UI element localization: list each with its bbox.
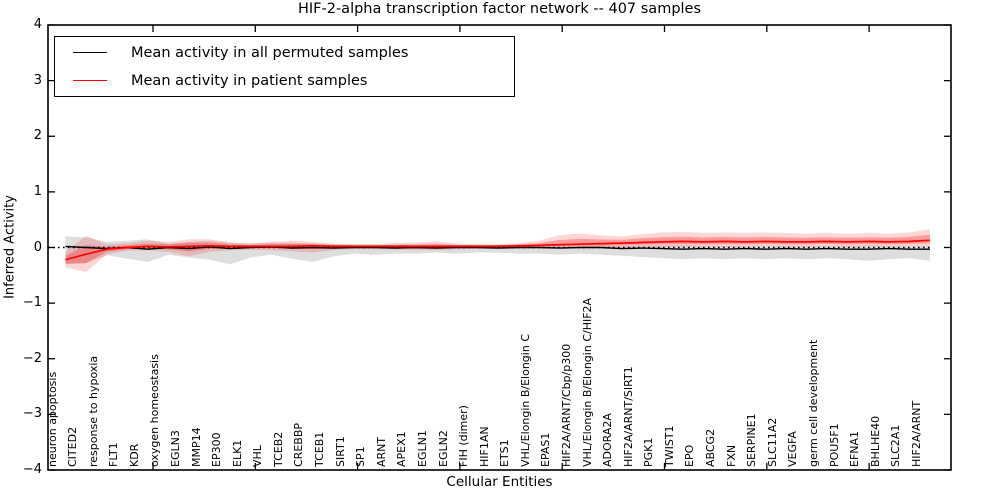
x-tick-label: MMP14	[189, 427, 203, 467]
patient-band-outer	[65, 229, 930, 272]
x-tick-label: VEGFA	[786, 431, 800, 467]
x-tick-label: POU5F1	[827, 423, 841, 467]
x-tick-label: PGK1	[642, 437, 656, 467]
x-tick-label: FIH (dimer)	[457, 405, 471, 467]
y-tick-label: 2	[33, 128, 42, 144]
x-tick-label: HIF2A/ARNT	[909, 400, 923, 467]
x-tick-label: SLC11A2	[765, 417, 779, 467]
x-tick-label: response to hypoxia	[86, 355, 100, 467]
x-tick-label: HIF2A/ARNT/Cbp/p300	[560, 343, 573, 467]
legend: Mean activity in all permuted samples Me…	[54, 36, 515, 97]
x-tick-label: SP1	[354, 446, 368, 467]
x-tick-label: EPO	[683, 444, 697, 467]
x-tick-label: VHL/Elongin B/Elongin C/HIF2A	[580, 297, 594, 467]
x-tick-label: ELK1	[230, 439, 244, 467]
x-tick-label: KDR	[127, 443, 141, 467]
x-tick-label: EPAS1	[539, 432, 553, 467]
x-tick-label: SERPINE1	[745, 413, 759, 467]
permuted-mean-line	[65, 245, 930, 250]
x-tick-label: oxygen homeostasis	[148, 354, 162, 467]
legend-item-label: Mean activity in all permuted samples	[131, 44, 409, 61]
x-tick-label: TWIST1	[662, 425, 676, 467]
x-tick-label: EGLN1	[415, 430, 429, 467]
x-tick-label: ETS1	[498, 439, 512, 467]
y-tick-label: 1	[33, 183, 42, 199]
legend-item-label: Mean activity in patient samples	[131, 72, 368, 89]
y-tick-label: −2	[22, 350, 42, 366]
x-tick-label: EP300	[210, 432, 224, 467]
x-tick-label: EFNA1	[848, 430, 862, 467]
x-tick-label: ADORA2A	[601, 413, 615, 467]
y-tick-label: 0	[33, 239, 42, 255]
x-tick-label: EGLN3	[168, 430, 182, 467]
x-tick-label: EGLN2	[436, 430, 450, 467]
legend-item-permuted: Mean activity in all permuted samples	[55, 41, 514, 65]
x-tick-label: neuron apoptosis	[45, 371, 59, 467]
x-tick-label: APEX1	[395, 431, 409, 467]
x-tick-label: HIF1AN	[477, 426, 491, 467]
x-tick-label: germ cell development	[806, 339, 820, 467]
permuted-band	[65, 236, 930, 265]
chart-title: HIF-2-alpha transcription factor network…	[297, 1, 702, 17]
x-tick-label: VHL	[251, 445, 265, 467]
y-tick-label: 3	[33, 72, 42, 88]
x-tick-label: BHLHE40	[868, 415, 882, 467]
x-tick-label: FXN	[724, 444, 738, 467]
y-tick-label: −1	[22, 295, 42, 311]
legend-item-patient: Mean activity in patient samples	[55, 69, 514, 93]
x-tick-label: SIRT1	[333, 436, 347, 467]
x-axis-label: Cellular Entities	[446, 474, 553, 490]
y-tick-label: 4	[33, 17, 42, 32]
x-tick-label: TCEB1	[313, 431, 327, 467]
y-tick-label: −4	[22, 462, 42, 477]
legend-line-sample-permuted	[73, 52, 107, 53]
patient-mean-line	[65, 239, 930, 261]
x-tick-label: VHL/Elongin B/Elongin C	[518, 334, 532, 467]
y-tick-label: −3	[22, 406, 42, 422]
x-tick-label: HIF2A/ARNT/SIRT1	[621, 366, 635, 467]
x-tick-label: FLT1	[107, 442, 121, 467]
x-tick-label: ABCG2	[704, 428, 718, 467]
x-tick-label: SLC2A1	[889, 424, 903, 467]
x-tick-label: CREBBP	[292, 423, 306, 467]
x-tick-label: ARNT	[374, 436, 388, 467]
x-tick-label: TCEB2	[271, 431, 285, 467]
legend-line-sample-patient	[73, 80, 107, 81]
x-tick-label: CITED2	[66, 426, 80, 467]
